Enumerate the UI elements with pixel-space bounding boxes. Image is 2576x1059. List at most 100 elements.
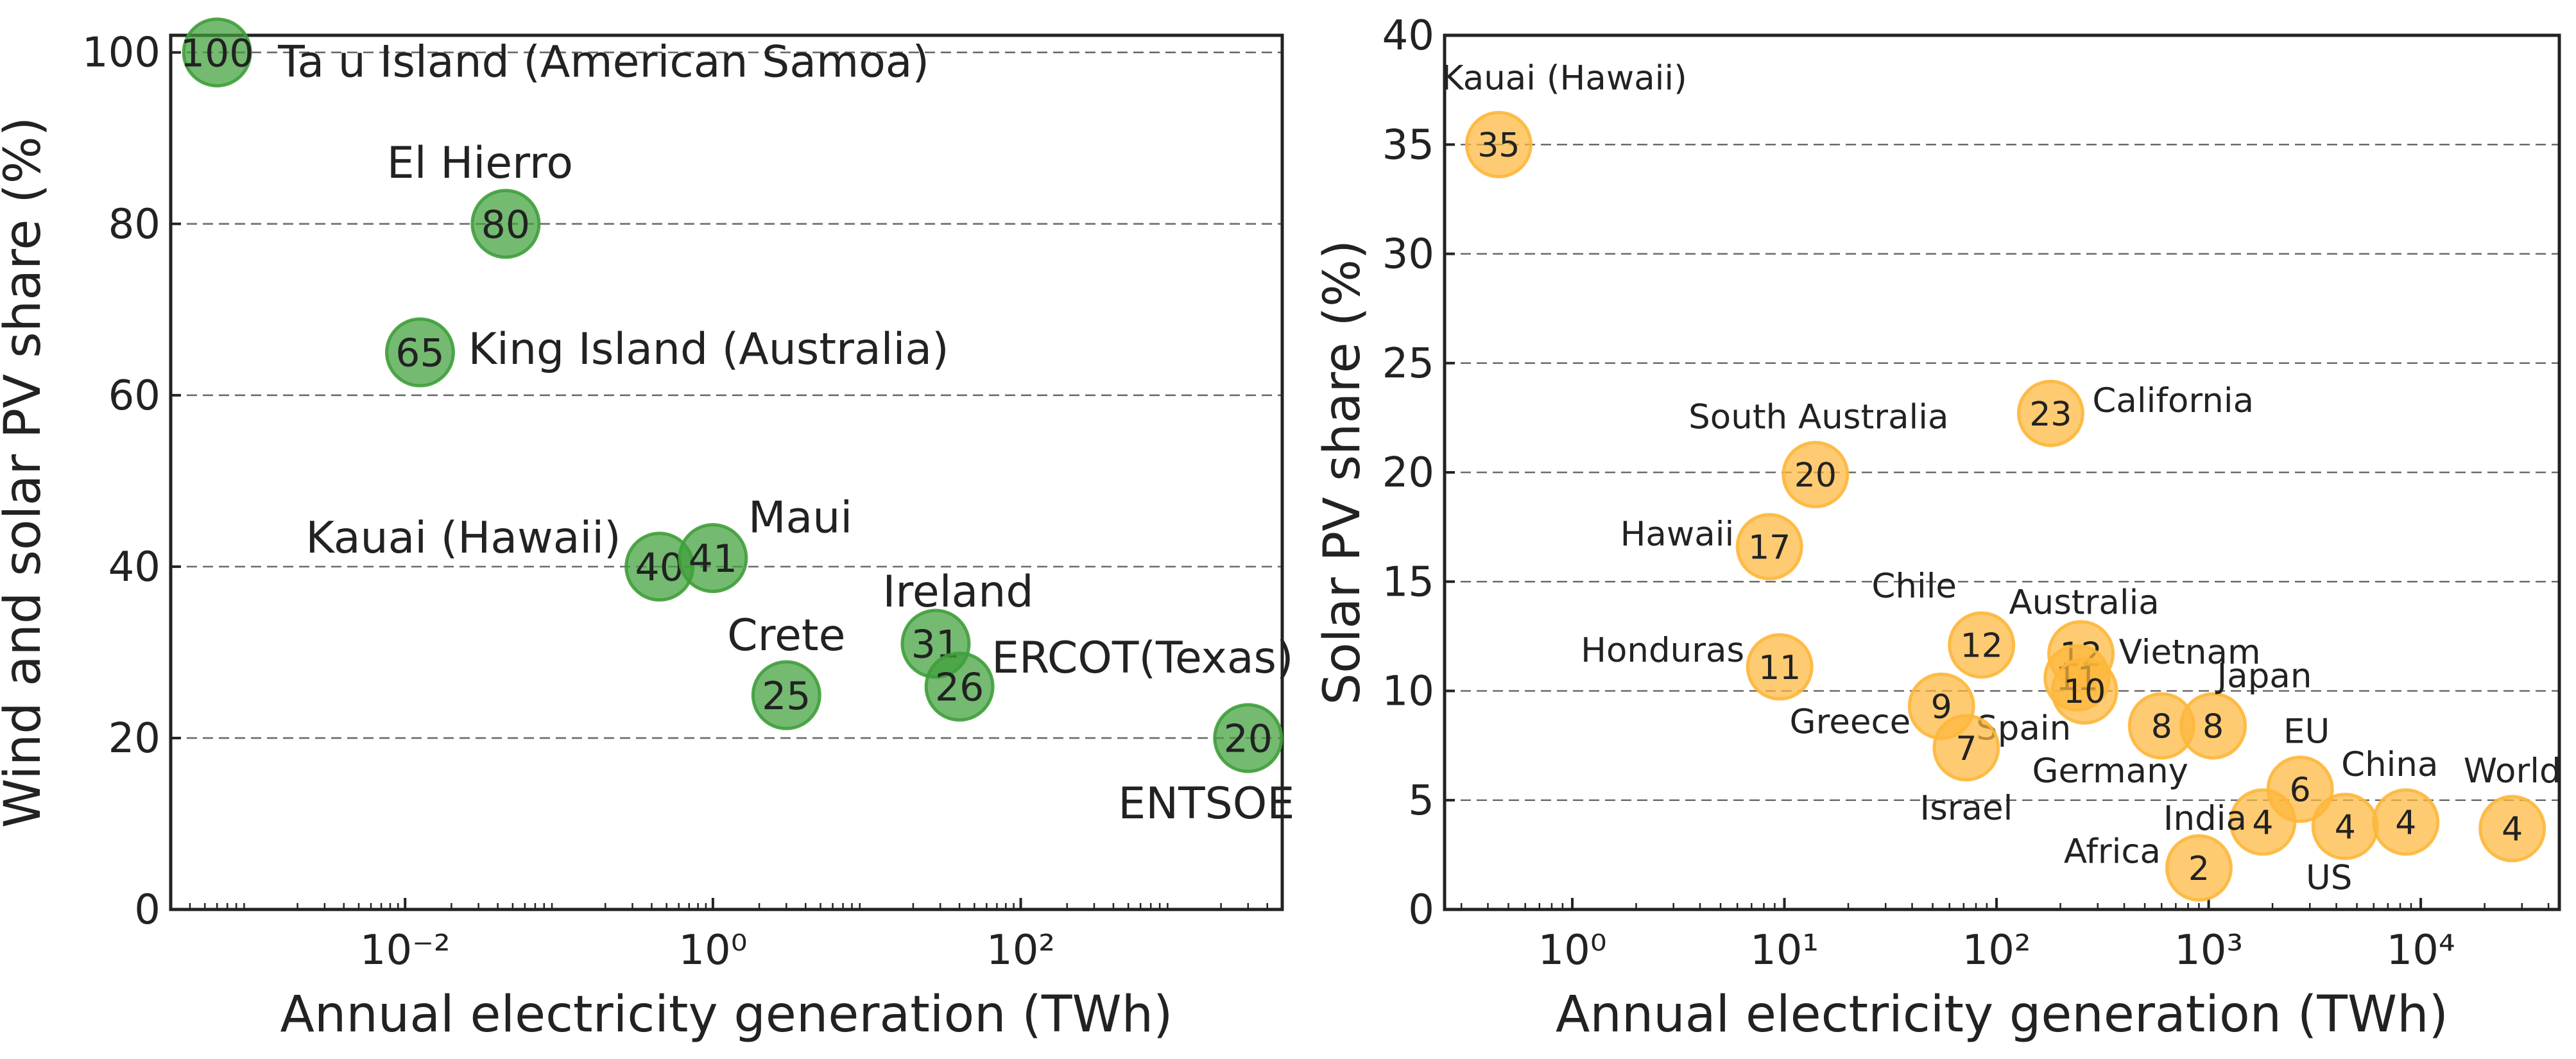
data-point xyxy=(182,17,252,88)
data-point xyxy=(384,317,455,388)
data-point xyxy=(2229,788,2297,856)
point-annotation: Germany xyxy=(2032,752,2188,791)
x-tick-label: 10⁰ xyxy=(1538,927,1606,974)
point-annotation: ERCOT(Texas) xyxy=(992,633,1293,684)
y-tick-label: 20 xyxy=(108,715,160,762)
y-tick-label: 40 xyxy=(108,544,160,591)
data-label: 10 xyxy=(2063,673,2106,711)
data-point xyxy=(1948,611,2016,679)
point-annotation: Maui xyxy=(748,493,852,544)
data-point xyxy=(924,651,995,722)
point-annotation: US xyxy=(2306,859,2352,898)
x-tick-label: 10² xyxy=(986,927,1055,974)
point-annotation: King Island (Australia) xyxy=(468,324,949,375)
data-label: 20 xyxy=(1224,717,1273,762)
x-tick-label: 10⁴ xyxy=(2387,927,2455,974)
y-tick-label: 0 xyxy=(134,886,160,934)
y-tick-label: 5 xyxy=(1408,777,1434,825)
point-annotation: EU xyxy=(2283,712,2330,752)
point-annotation: Israel xyxy=(1919,789,2013,828)
point-annotation: Honduras xyxy=(1581,631,1744,670)
point-annotation: Africa xyxy=(2064,832,2161,871)
data-point xyxy=(2478,795,2546,863)
data-label: 100 xyxy=(180,31,254,76)
data-point xyxy=(2016,379,2084,447)
x-axis: 10⁻² 10⁰ 10² xyxy=(169,898,1284,974)
data-point xyxy=(2179,692,2247,760)
data-label: 4 xyxy=(2395,804,2416,843)
data-label: 12 xyxy=(1961,627,2003,666)
y-axis-label: Solar PV share (%) xyxy=(1314,240,1371,705)
x-axis-label: Annual electricity generation (TWh) xyxy=(1556,986,2448,1044)
data-label: 4 xyxy=(2252,804,2273,843)
point-annotation: Australia xyxy=(2009,583,2159,623)
data-label: 7 xyxy=(1955,730,1977,768)
y-tick-label: 10 xyxy=(1382,668,1434,716)
data-label: 17 xyxy=(1748,528,1790,567)
point-annotation: South Australia xyxy=(1688,397,1948,436)
y-tick-label: 15 xyxy=(1382,558,1434,606)
point-annotation: Vietnam xyxy=(2119,633,2261,672)
data-label: 40 xyxy=(635,545,684,590)
data-label: 35 xyxy=(1477,126,1520,165)
data-point xyxy=(2165,834,2233,902)
data-label: 8 xyxy=(2151,708,2172,746)
data-point xyxy=(678,523,748,594)
data-point xyxy=(2050,657,2118,725)
data-point xyxy=(470,189,541,259)
point-annotation: Kauai (Hawaii) xyxy=(1441,58,1687,98)
data-point xyxy=(1213,703,1284,773)
data-label: 4 xyxy=(2335,808,2356,847)
data-point xyxy=(1932,714,2000,782)
data-point xyxy=(1746,633,1814,701)
y-tick-label: 20 xyxy=(1382,449,1434,497)
data-point xyxy=(751,660,821,730)
y-tick-label: 100 xyxy=(82,30,160,77)
x-tick-label: 10² xyxy=(1962,927,2031,974)
data-label: 23 xyxy=(2029,395,2072,434)
y-tick-label: 30 xyxy=(1382,231,1434,279)
data-point xyxy=(2372,788,2440,856)
data-label: 80 xyxy=(481,202,530,247)
y-tick-label: 0 xyxy=(1408,886,1434,934)
data-point xyxy=(1464,110,1533,178)
point-annotation: Ta u Island (American Samoa) xyxy=(277,37,929,88)
data-label: 65 xyxy=(395,331,444,376)
y-tick-label: 40 xyxy=(1382,12,1434,60)
point-annotation: Kauai (Hawaii) xyxy=(305,513,621,564)
point-annotation: Japan xyxy=(2215,657,2312,696)
data-label: 41 xyxy=(689,537,737,581)
data-label: 6 xyxy=(2290,771,2311,809)
x-axis-label: Annual electricity generation (TWh) xyxy=(280,986,1173,1044)
data-points: 100 Ta u Island (American Samoa) 80 El Hier… xyxy=(180,17,1294,829)
point-annotation: El Hierro xyxy=(387,138,573,189)
x-tick-label: 10³ xyxy=(2174,927,2243,974)
data-label: 8 xyxy=(2202,708,2224,746)
x-tick-label: 10¹ xyxy=(1750,927,1819,974)
data-label: 20 xyxy=(1794,456,1837,495)
x-tick-label: 10⁻² xyxy=(360,927,451,974)
point-annotation: Hawaii xyxy=(1620,515,1735,554)
y-tick-label: 60 xyxy=(108,372,160,420)
data-label: 25 xyxy=(762,674,811,719)
x-tick-label: 10⁰ xyxy=(678,927,747,974)
y-tick-label: 25 xyxy=(1382,340,1434,388)
data-label: 11 xyxy=(1758,649,1801,687)
plot-frame xyxy=(169,33,1284,911)
data-label: 26 xyxy=(935,665,984,710)
point-annotation: Greece xyxy=(1790,702,1911,741)
y-tick-label: 35 xyxy=(1382,121,1434,169)
point-annotation: Chile xyxy=(1871,567,1957,606)
point-annotation: World xyxy=(2464,752,2561,791)
point-annotation: China xyxy=(2341,745,2438,784)
data-point xyxy=(1735,513,1803,581)
y-axis: 0 5 10 15 20 25 30 35 40 xyxy=(1382,12,1455,934)
plot-frame xyxy=(1443,33,2561,911)
point-annotation: Crete xyxy=(727,610,845,661)
y-axis-label: Wind and solar PV share (%) xyxy=(0,117,52,828)
y-axis: 0 20 40 60 80 100 xyxy=(82,30,181,934)
point-annotation: Ireland xyxy=(882,567,1033,617)
